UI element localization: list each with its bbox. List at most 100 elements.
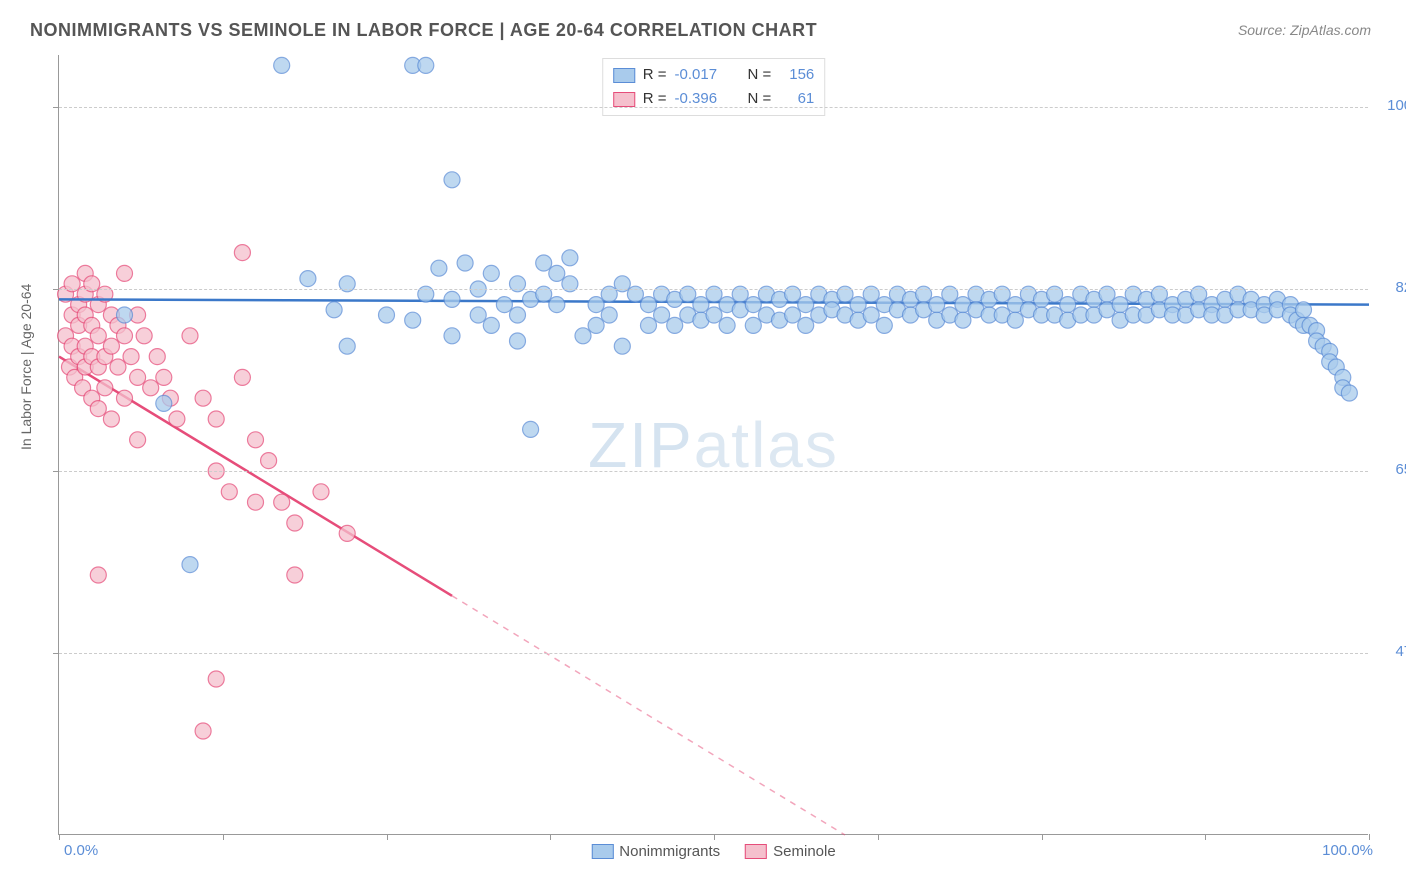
data-point bbox=[208, 671, 224, 687]
data-point bbox=[1007, 312, 1023, 328]
data-point bbox=[117, 265, 133, 281]
xtick bbox=[59, 834, 60, 840]
swatch-seminole-b bbox=[745, 844, 767, 859]
xtick bbox=[550, 834, 551, 840]
data-point bbox=[863, 307, 879, 323]
data-point bbox=[798, 297, 814, 313]
gridline bbox=[59, 289, 1368, 290]
data-point bbox=[130, 432, 146, 448]
data-point bbox=[149, 349, 165, 365]
data-point bbox=[614, 338, 630, 354]
data-point bbox=[169, 411, 185, 427]
data-point bbox=[405, 312, 421, 328]
data-point bbox=[850, 297, 866, 313]
data-point bbox=[117, 390, 133, 406]
data-point bbox=[418, 57, 434, 73]
data-point bbox=[549, 297, 565, 313]
legend-item-nonimmigrants: Nonimmigrants bbox=[591, 843, 720, 860]
xtick bbox=[714, 834, 715, 840]
data-point bbox=[195, 723, 211, 739]
data-point bbox=[667, 317, 683, 333]
data-point bbox=[248, 494, 264, 510]
data-point bbox=[208, 411, 224, 427]
xtick bbox=[223, 834, 224, 840]
gridline bbox=[59, 471, 1368, 472]
ytick-label: 100.0% bbox=[1387, 97, 1406, 114]
scatter-svg bbox=[59, 55, 1368, 834]
data-point bbox=[876, 317, 892, 333]
data-point bbox=[523, 421, 539, 437]
data-point bbox=[641, 317, 657, 333]
data-point bbox=[536, 255, 552, 271]
y-axis-label: In Labor Force | Age 20-64 bbox=[18, 284, 34, 450]
data-point bbox=[182, 557, 198, 573]
data-point bbox=[339, 525, 355, 541]
data-point bbox=[588, 297, 604, 313]
chart-plot-area: ZIPatlas R =-0.017 N =156 R =-0.396 N =6… bbox=[58, 55, 1368, 835]
data-point bbox=[117, 307, 133, 323]
source-label: Source: ZipAtlas.com bbox=[1238, 22, 1371, 38]
data-point bbox=[693, 297, 709, 313]
data-point bbox=[1060, 297, 1076, 313]
data-point bbox=[123, 349, 139, 365]
data-point bbox=[300, 271, 316, 287]
data-point bbox=[143, 380, 159, 396]
data-point bbox=[117, 328, 133, 344]
data-point bbox=[549, 265, 565, 281]
data-point bbox=[287, 567, 303, 583]
data-point bbox=[470, 307, 486, 323]
data-point bbox=[785, 307, 801, 323]
data-point bbox=[234, 245, 250, 261]
xtick bbox=[1205, 834, 1206, 840]
data-point bbox=[90, 401, 106, 417]
data-point bbox=[444, 328, 460, 344]
data-point bbox=[261, 453, 277, 469]
xtick bbox=[387, 834, 388, 840]
data-point bbox=[483, 265, 499, 281]
data-point bbox=[156, 395, 172, 411]
data-point bbox=[130, 369, 146, 385]
data-point bbox=[110, 359, 126, 375]
swatch-nonimmigrants bbox=[613, 68, 635, 83]
gridline bbox=[59, 107, 1368, 108]
data-point bbox=[929, 297, 945, 313]
x-min-label: 0.0% bbox=[64, 842, 98, 859]
ytick-label: 82.5% bbox=[1395, 279, 1406, 296]
data-point bbox=[103, 411, 119, 427]
data-point bbox=[195, 390, 211, 406]
data-point bbox=[326, 302, 342, 318]
data-point bbox=[431, 260, 447, 276]
data-point bbox=[483, 317, 499, 333]
data-point bbox=[182, 328, 198, 344]
data-point bbox=[444, 291, 460, 307]
data-point bbox=[287, 515, 303, 531]
data-point bbox=[601, 307, 617, 323]
data-point bbox=[496, 297, 512, 313]
data-point bbox=[745, 297, 761, 313]
data-point bbox=[745, 317, 761, 333]
gridline bbox=[59, 653, 1368, 654]
series-legend: Nonimmigrants Seminole bbox=[591, 843, 835, 860]
data-point bbox=[575, 328, 591, 344]
data-point bbox=[457, 255, 473, 271]
data-point bbox=[156, 369, 172, 385]
data-point bbox=[90, 567, 106, 583]
data-point bbox=[379, 307, 395, 323]
data-point bbox=[234, 369, 250, 385]
data-point bbox=[313, 484, 329, 500]
data-point bbox=[641, 297, 657, 313]
ytick-label: 47.5% bbox=[1395, 643, 1406, 660]
data-point bbox=[955, 312, 971, 328]
data-point bbox=[339, 338, 355, 354]
data-point bbox=[274, 57, 290, 73]
data-point bbox=[588, 317, 604, 333]
data-point bbox=[510, 333, 526, 349]
x-max-label: 100.0% bbox=[1322, 842, 1373, 859]
data-point bbox=[103, 338, 119, 354]
data-point bbox=[136, 328, 152, 344]
data-point bbox=[97, 380, 113, 396]
swatch-seminole bbox=[613, 92, 635, 107]
swatch-nonimmigrants-b bbox=[591, 844, 613, 859]
legend-item-seminole: Seminole bbox=[745, 843, 836, 860]
data-point bbox=[510, 307, 526, 323]
